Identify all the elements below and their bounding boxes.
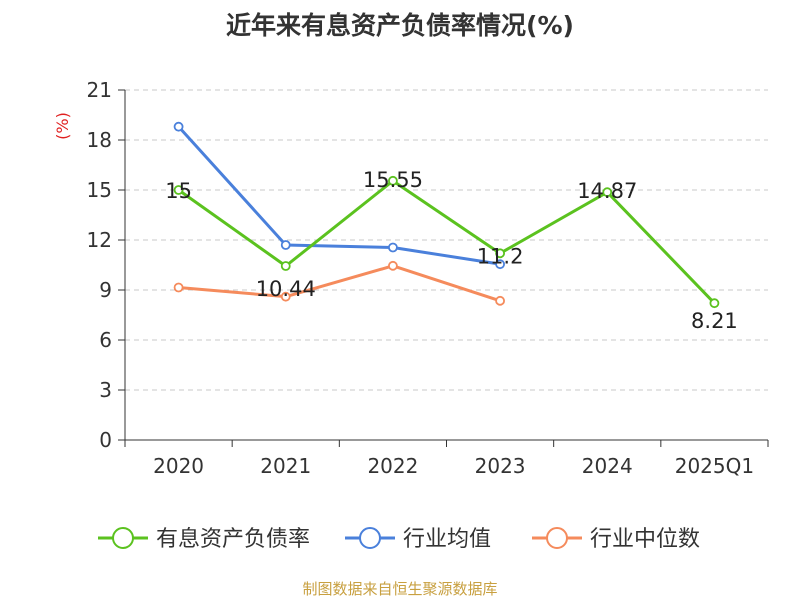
source-note: 制图数据来自恒生聚源数据库 [302,580,497,598]
series-line [177,179,716,305]
data-point[interactable] [495,248,505,259]
y-axis-label: (%) [53,112,72,140]
series-layer [173,121,720,309]
x-tick-label: 2021 [260,454,311,478]
legend-marker [359,527,381,549]
y-tick-label: 21 [87,78,112,102]
data-point[interactable] [280,261,291,271]
data-point[interactable] [173,121,184,132]
y-tick-label: 18 [87,128,112,152]
y-tick-label: 6 [99,328,112,352]
legend-label[interactable]: 有息资产负债率 [156,527,310,552]
y-tick-label: 9 [99,278,112,302]
x-tick-label: 2025Q1 [675,454,754,478]
data-point[interactable] [388,242,398,253]
x-tick-label: 2022 [367,454,418,478]
data-label: 11.2 [477,244,524,268]
legend: 有息资产负债率 行业均值 行业中位数 [98,527,700,552]
data-label: 15.55 [363,168,423,192]
data-labels: 15 10.44 15.55 11.2 14.87 8.21 [165,168,738,333]
x-axis: 2020 2021 2022 2023 2024 2025Q1 [124,439,769,478]
grid-lines [125,89,768,391]
chart-title: 近年来有息资产负债率情况(%) [226,11,574,40]
series-line [178,264,501,303]
legend-marker [112,527,134,549]
data-point[interactable] [280,240,291,250]
series-line [177,125,501,266]
data-point[interactable] [495,295,505,306]
y-tick-label: 12 [87,228,112,252]
data-point[interactable] [173,282,184,293]
data-label: 10.44 [256,277,316,301]
y-tick-label: 0 [99,428,112,452]
data-label: 14.87 [577,179,637,203]
legend-marker [546,527,568,549]
legend-label[interactable]: 行业中位数 [590,527,700,552]
data-point[interactable] [388,175,398,186]
data-point[interactable] [495,259,505,270]
x-tick-label: 2020 [153,454,204,478]
x-tick-label: 2024 [582,454,633,478]
y-axis: 0 3 6 9 12 15 18 21 [87,78,126,452]
data-point[interactable] [602,187,613,198]
y-tick-label: 15 [87,178,112,202]
x-tick-label: 2023 [475,454,526,478]
data-point[interactable] [173,185,184,195]
legend-label[interactable]: 行业均值 [403,527,491,552]
y-tick-label: 3 [99,378,112,402]
data-label: 8.21 [691,309,738,333]
data-point[interactable] [388,260,398,271]
data-label: 15 [165,179,192,203]
data-point[interactable] [709,298,720,309]
data-point[interactable] [280,291,291,302]
